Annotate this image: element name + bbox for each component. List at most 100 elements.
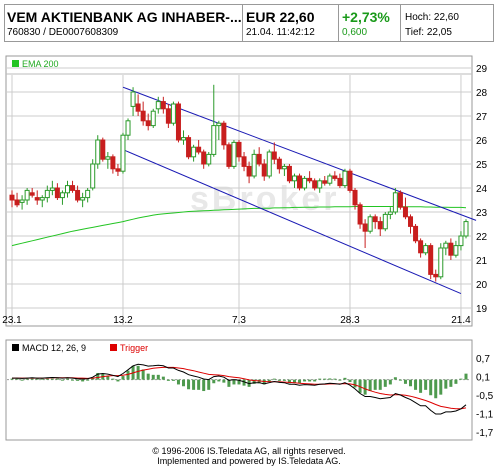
candle-body — [186, 137, 192, 158]
candle-body — [286, 165, 292, 182]
candle-body — [211, 125, 217, 155]
day-high: Hoch: 22,60 — [405, 12, 459, 23]
candle-body — [433, 273, 439, 278]
x-tick-label: 28.3 — [340, 315, 360, 326]
candle-body — [291, 175, 297, 182]
macd-histogram-bar — [10, 378, 14, 380]
candle-body — [322, 180, 328, 184]
candle-body — [392, 192, 398, 213]
macd-chart-frame — [5, 339, 473, 441]
x-tick-label: 7.3 — [232, 315, 246, 326]
candle-body — [44, 189, 50, 199]
candle-body — [19, 199, 25, 203]
candle-body — [428, 245, 434, 275]
change-percent: +2,73% — [342, 9, 390, 25]
macd-histogram-bar — [409, 379, 413, 387]
macd-histogram-bar — [212, 379, 216, 384]
macd-histogram-bar — [71, 379, 75, 381]
candle-body — [236, 141, 242, 158]
macd-histogram-bar — [91, 377, 95, 380]
candle-body — [352, 189, 358, 206]
macd-histogram-bar — [454, 379, 458, 384]
macd-histogram-bar — [45, 378, 49, 380]
candle-body — [438, 247, 444, 278]
candle-body — [387, 211, 393, 215]
y-tick-label: 29 — [476, 64, 488, 75]
y-tick-label: 25 — [476, 160, 488, 171]
macd-histogram-bar — [287, 379, 291, 384]
candle-body — [64, 185, 70, 194]
macd-histogram-bar — [398, 379, 402, 381]
macd-histogram-bar — [106, 376, 110, 380]
macd-histogram-bar — [76, 379, 80, 381]
candle-body — [175, 103, 181, 141]
macd-legend-label: MACD 12, 26, 9 — [22, 343, 86, 353]
candle-body — [377, 221, 383, 230]
macd-histogram-bar — [262, 379, 266, 385]
candle-body — [367, 216, 373, 232]
macd-histogram-bar — [141, 369, 145, 380]
macd-histogram-bar — [328, 378, 332, 380]
macd-histogram-bar — [373, 379, 377, 390]
price-cell: EUR 22,60 21.04. 11:42:12 — [243, 5, 339, 41]
macd-histogram-bar — [444, 379, 448, 389]
candle-body — [347, 170, 353, 191]
macd-histogram-bar — [30, 378, 34, 380]
candle-body — [448, 242, 454, 256]
channel-upper-line — [122, 86, 477, 221]
macd-histogram-bar — [20, 379, 24, 381]
macd-histogram-bar — [292, 379, 296, 383]
powered-by-line: Implemented and powered by IS.Teledata A… — [157, 456, 341, 466]
macd-histogram-bar — [151, 374, 155, 380]
macd-y-tick-label: -1,1 — [476, 409, 494, 420]
macd-histogram-bar — [60, 379, 64, 381]
macd-histogram-bar — [242, 379, 246, 386]
x-tick-label: 23.1 — [2, 315, 22, 326]
candle-body — [80, 197, 86, 201]
candle-body — [372, 216, 378, 223]
macd-histogram-bar — [227, 379, 231, 387]
macd-histogram-bar — [403, 379, 407, 384]
y-tick-label: 23 — [476, 208, 488, 219]
macd-histogram-bar — [121, 376, 125, 380]
candle-body — [458, 235, 464, 247]
macd-histogram-bar — [25, 378, 29, 380]
candle-body — [226, 144, 232, 167]
candle-body — [382, 213, 388, 230]
candle-body — [105, 156, 111, 160]
price-time: 21.04. 11:42:12 — [246, 27, 315, 38]
macd-line — [12, 363, 467, 415]
macd-histogram-bar — [176, 379, 180, 385]
macd-histogram-bar — [338, 379, 342, 381]
candle-body — [327, 175, 333, 184]
macd-histogram-bar — [40, 378, 44, 380]
macd-histogram-bar — [252, 379, 256, 384]
instrument-cell: VEM AKTIENBANK AG INHABER-... 760830 / D… — [5, 5, 243, 41]
last-price: EUR 22,60 — [246, 9, 315, 25]
candle-body — [423, 245, 429, 254]
macd-histogram-bar — [50, 378, 54, 380]
candle-body — [165, 108, 171, 124]
y-tick-label: 19 — [476, 304, 488, 315]
candle-body — [317, 180, 323, 189]
macd-y-tick-label: 0,7 — [476, 354, 490, 365]
y-tick-label: 27 — [476, 112, 488, 123]
candle-body — [463, 221, 469, 237]
instrument-ids: 760830 / DE0007608309 — [7, 27, 119, 38]
macd-histogram-bar — [232, 379, 236, 385]
y-tick-label: 24 — [476, 184, 488, 195]
candle-body — [95, 139, 101, 165]
candle-body — [266, 151, 272, 177]
macd-histogram-bar — [126, 370, 130, 380]
macd-histogram-bar — [439, 379, 443, 395]
candle-body — [115, 168, 121, 172]
candle-body — [140, 110, 146, 122]
x-tick-label: 13.2 — [113, 315, 133, 326]
macd-histogram-bar — [207, 379, 211, 390]
candle-body — [256, 153, 262, 165]
candle-body — [281, 165, 287, 170]
candle-body — [110, 156, 116, 170]
change-cell: +2,73% 0,600 — [339, 5, 401, 41]
candle-body — [24, 189, 30, 201]
ema-200-line — [11, 206, 467, 247]
